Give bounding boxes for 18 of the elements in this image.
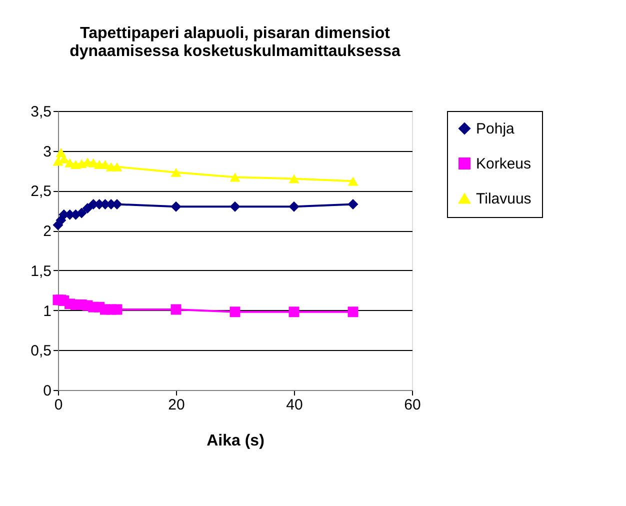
legend-label: Tilavuus bbox=[476, 190, 532, 208]
text: Tapettipaperi alapuoli, pisaran dimensiot bbox=[80, 25, 390, 42]
y-tick-label: 2 bbox=[43, 223, 52, 240]
x-tick-label: 20 bbox=[168, 396, 185, 414]
y-tick-label: 0 bbox=[43, 382, 52, 400]
y-tick-label: 0,5 bbox=[30, 342, 52, 360]
legend-label: Korkeus bbox=[476, 156, 532, 172]
y-tick-label: 3 bbox=[43, 143, 52, 160]
y-tick-label: 2,5 bbox=[30, 183, 52, 200]
x-tick-label: 60 bbox=[404, 396, 421, 414]
y-tick-label: 3,5 bbox=[30, 104, 52, 120]
x-tick-label: 0 bbox=[54, 396, 63, 414]
y-tick-label: 1 bbox=[43, 302, 52, 320]
legend-label: Pohja bbox=[476, 120, 516, 138]
text: dynaamisessa kosketuskulmamittauksessa bbox=[70, 43, 400, 60]
x-axis-title: Aika (s) bbox=[206, 432, 264, 450]
x-tick-label: 40 bbox=[286, 396, 303, 414]
y-tick-label: 1,5 bbox=[30, 262, 52, 280]
